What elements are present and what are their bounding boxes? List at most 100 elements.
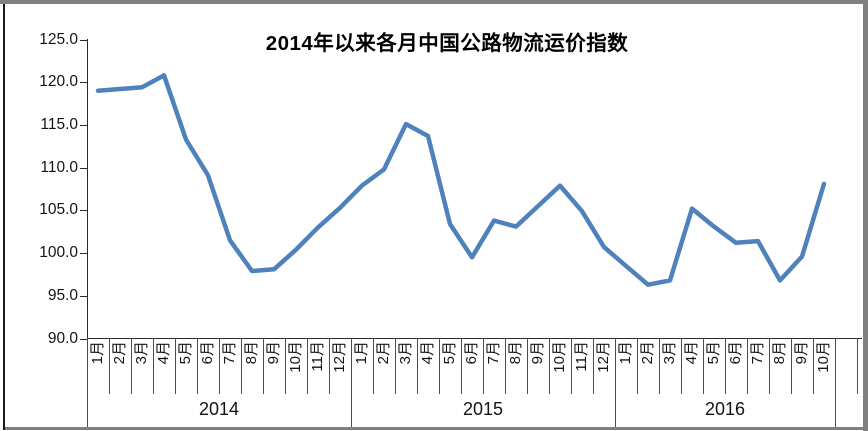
x-axis-month-label: 11月 xyxy=(573,341,590,372)
y-axis-tick-mark xyxy=(80,82,87,84)
x-axis-month-label: 3月 xyxy=(133,341,150,365)
x-axis-year-separator xyxy=(835,394,836,427)
x-axis-category-separator xyxy=(593,338,594,394)
x-axis-month-label: 6月 xyxy=(727,341,744,365)
x-axis-month-label: 12月 xyxy=(595,341,612,373)
x-axis-month-label: 4月 xyxy=(683,341,700,365)
x-axis-month-label: 10月 xyxy=(287,341,304,373)
y-axis-tick-label: 120.0 xyxy=(39,73,78,91)
x-axis-category-separator xyxy=(263,338,264,394)
x-axis-month-label: 3月 xyxy=(397,341,414,365)
x-axis-category-separator xyxy=(483,338,484,394)
x-axis-category-separator xyxy=(769,338,770,394)
x-axis-month-label: 2月 xyxy=(375,341,392,365)
x-axis-month-label: 1月 xyxy=(353,341,370,365)
x-axis-month-label: 10月 xyxy=(815,341,832,373)
window-border-right xyxy=(863,0,868,431)
y-axis-tick-label: 95.0 xyxy=(47,286,78,304)
x-axis-category-separator xyxy=(153,338,154,394)
x-axis-category-separator xyxy=(747,338,748,394)
x-axis-month-label: 5月 xyxy=(441,341,458,365)
x-axis-month-label: 8月 xyxy=(771,341,788,365)
x-axis-category-separator xyxy=(505,338,506,394)
x-axis-year-label: 2014 xyxy=(198,399,240,419)
x-axis-category-separator xyxy=(439,338,440,394)
x-axis-month-label: 9月 xyxy=(265,341,282,365)
y-axis-tick-label: 90.0 xyxy=(47,329,78,347)
x-axis-category-separator xyxy=(703,338,704,394)
x-axis-year-label: 2016 xyxy=(704,399,746,419)
x-axis-category-separator xyxy=(373,338,374,394)
x-axis-year-separator xyxy=(615,394,616,427)
x-axis-month-label: 3月 xyxy=(661,341,678,365)
x-axis-month-label: 7月 xyxy=(485,341,502,365)
x-axis-category-separator xyxy=(461,338,462,394)
x-axis-month-label: 9月 xyxy=(529,341,546,365)
x-axis-category-separator xyxy=(219,338,220,394)
x-axis-category-separator xyxy=(285,338,286,394)
x-axis-month-label: 1月 xyxy=(617,341,634,365)
x-axis-line xyxy=(87,338,862,339)
y-axis-tick-mark xyxy=(80,295,87,297)
x-axis-category-separator xyxy=(835,338,836,394)
x-axis-category-separator xyxy=(549,338,550,394)
x-axis-month-label: 2月 xyxy=(111,341,128,365)
x-axis-category-separator xyxy=(791,338,792,394)
x-axis-month-label: 8月 xyxy=(243,341,260,365)
x-axis-month-label: 1月 xyxy=(89,341,106,365)
x-axis-year-label: 2015 xyxy=(462,399,504,419)
x-axis-category-separator xyxy=(175,338,176,394)
x-axis-month-label: 10月 xyxy=(551,341,568,373)
x-axis-month-label: 2月 xyxy=(639,341,656,365)
x-axis-year-separator xyxy=(351,394,352,427)
x-axis-category-separator xyxy=(659,338,660,394)
x-axis-category-separator xyxy=(109,338,110,394)
x-axis-category-separator xyxy=(571,338,572,394)
x-axis-month-label: 5月 xyxy=(705,341,722,365)
x-axis-month-label: 11月 xyxy=(309,341,326,372)
x-axis-category-separator xyxy=(395,338,396,394)
y-axis-tick-label: 100.0 xyxy=(39,244,78,262)
x-axis-category-separator xyxy=(87,338,88,394)
y-axis-tick-label: 125.0 xyxy=(39,30,78,48)
window-border-left xyxy=(3,4,5,430)
x-axis-category-separator xyxy=(637,338,638,394)
x-axis-category-separator xyxy=(857,338,858,394)
y-axis-tick-mark xyxy=(80,39,87,41)
x-axis-month-label: 9月 xyxy=(793,341,810,365)
x-axis-category-separator xyxy=(725,338,726,394)
x-axis-category-separator xyxy=(131,338,132,394)
x-axis-category-separator xyxy=(417,338,418,394)
x-axis-month-label: 4月 xyxy=(155,341,172,365)
window-border-bottom xyxy=(3,427,863,430)
y-axis-tick-label: 105.0 xyxy=(39,201,78,219)
x-axis-category-separator xyxy=(241,338,242,394)
y-axis-tick-mark xyxy=(80,210,87,212)
y-axis-tick-mark xyxy=(80,338,87,340)
y-axis-tick-mark xyxy=(80,253,87,255)
x-axis-category-separator xyxy=(351,338,352,394)
x-axis-category-separator xyxy=(813,338,814,394)
y-axis-tick-mark xyxy=(80,124,87,126)
x-axis-category-separator xyxy=(329,338,330,394)
x-axis-month-label: 7月 xyxy=(221,341,238,365)
x-axis-month-label: 7月 xyxy=(749,341,766,365)
y-axis-line xyxy=(87,39,88,339)
x-axis-month-label: 4月 xyxy=(419,341,436,365)
chart-title: 2014年以来各月中国公路物流运价指数 xyxy=(265,32,629,55)
x-axis-category-separator xyxy=(527,338,528,394)
x-axis-month-label: 5月 xyxy=(177,341,194,365)
x-axis-category-separator xyxy=(615,338,616,394)
window-border-top xyxy=(0,0,868,4)
x-axis-category-separator xyxy=(307,338,308,394)
x-axis-month-label: 12月 xyxy=(331,341,348,373)
y-axis-tick-label: 115.0 xyxy=(40,115,78,133)
y-axis-tick-mark xyxy=(80,167,87,169)
x-axis-month-label: 6月 xyxy=(199,341,216,365)
x-axis-category-separator xyxy=(197,338,198,394)
y-axis-tick-label: 110.0 xyxy=(40,158,78,176)
x-axis-month-label: 8月 xyxy=(507,341,524,365)
x-axis-year-separator xyxy=(87,394,88,427)
freight-index-line-series xyxy=(95,73,827,287)
